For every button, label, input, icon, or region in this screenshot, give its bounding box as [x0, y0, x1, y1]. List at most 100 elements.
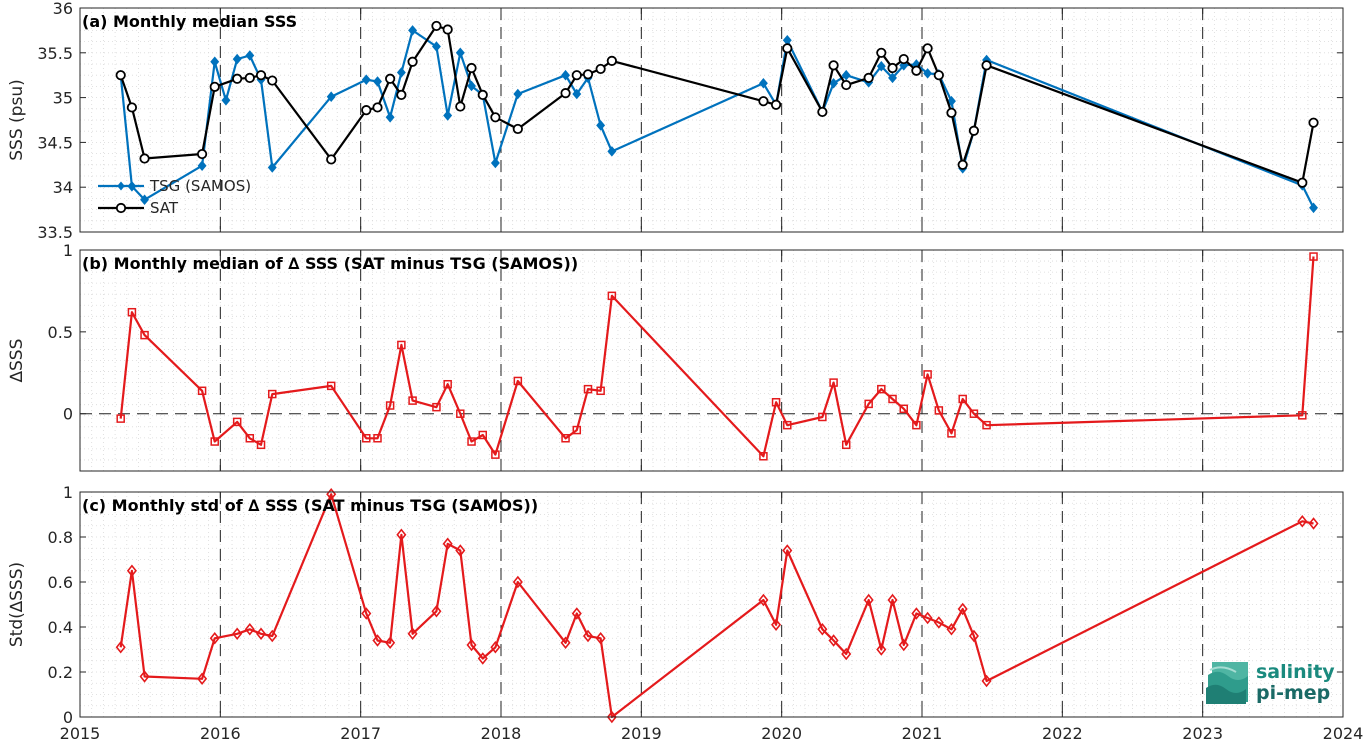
data-point — [373, 76, 382, 87]
data-point — [512, 123, 523, 135]
data-point — [467, 80, 476, 92]
data-point — [407, 56, 418, 67]
data-point — [127, 307, 137, 317]
data-point — [197, 160, 207, 171]
y-tick-label: 1 — [63, 241, 73, 260]
data-point — [408, 396, 417, 405]
data-point — [326, 154, 337, 165]
data-point — [968, 125, 980, 136]
data-point — [490, 640, 501, 654]
data-point — [431, 20, 442, 32]
x-tick-label: 2018 — [481, 724, 522, 743]
data-point — [209, 631, 220, 645]
data-point — [571, 607, 582, 620]
data-point — [385, 112, 395, 123]
data-point — [210, 56, 220, 68]
data-point — [197, 386, 207, 396]
data-point — [912, 420, 921, 430]
data-point — [140, 330, 149, 340]
data-point — [397, 340, 406, 350]
data-point — [876, 47, 887, 58]
data-point — [771, 397, 781, 407]
data-point — [923, 370, 932, 379]
data-point — [466, 638, 477, 652]
data-point — [571, 70, 582, 81]
data-point — [841, 79, 852, 91]
plot-area — [80, 250, 1343, 471]
data-point — [759, 452, 768, 461]
data-point — [140, 194, 150, 206]
data-point — [361, 74, 371, 85]
data-point — [232, 73, 243, 84]
data-point — [513, 376, 523, 386]
data-point — [841, 440, 851, 450]
data-point — [139, 153, 150, 164]
data-point — [933, 70, 944, 81]
x-tick-label: 2023 — [1182, 724, 1223, 743]
data-point — [782, 544, 793, 557]
data-point — [362, 434, 371, 443]
data-point — [841, 647, 852, 661]
data-point — [232, 627, 243, 641]
data-point — [863, 593, 874, 607]
data-point — [256, 627, 267, 641]
data-point — [490, 157, 500, 169]
y-tick-label: 0 — [63, 405, 73, 424]
data-point — [209, 81, 220, 92]
data-point — [828, 60, 839, 71]
data-point — [582, 629, 594, 643]
grid — [79, 7, 1344, 233]
data-point — [232, 53, 242, 65]
data-point — [946, 622, 957, 636]
data-point — [582, 69, 594, 80]
data-point — [443, 379, 452, 389]
y-tick-label: 0.4 — [48, 618, 73, 637]
data-point — [477, 652, 488, 665]
panel-a: 33.5 34 34.5 35 35.5 36 SSS (psu) (a) Monthly m… — [7, 0, 1344, 242]
panel-b: 0 0.5 1 ∆SSS (b) Monthly median of ∆ SSS (SA… — [7, 241, 1344, 472]
data-point — [946, 107, 957, 118]
data-point — [572, 88, 582, 100]
data-point — [957, 159, 968, 170]
data-point — [841, 69, 851, 81]
data-point — [911, 607, 922, 620]
data-point — [244, 622, 255, 636]
legend-marker — [115, 202, 127, 214]
data-point — [267, 75, 278, 86]
data-point — [561, 69, 571, 81]
data-point — [933, 616, 944, 629]
panel-title: (b) Monthly median of ∆ SSS (SAT minus T… — [82, 254, 578, 273]
data-point — [512, 575, 523, 589]
y-tick-label: 35 — [53, 89, 73, 108]
legend-label: TSG (SAMOS) — [149, 177, 251, 195]
data-point — [817, 106, 828, 118]
data-point — [267, 162, 277, 173]
panel-title: (a) Monthly median SSS — [82, 12, 297, 31]
data-point — [560, 88, 571, 99]
x-tick-label: 2024 — [1323, 724, 1364, 743]
data-point — [396, 67, 406, 78]
data-point — [455, 544, 466, 557]
data-point — [326, 381, 336, 391]
series-delta-2 — [115, 487, 1319, 724]
data-point — [442, 24, 453, 35]
data-point — [326, 487, 337, 501]
logo-text-salinity: salinity — [1256, 661, 1335, 683]
data-point — [455, 47, 465, 59]
y-axis-label: ∆SSS — [7, 339, 27, 384]
data-point — [583, 384, 593, 394]
data-point — [911, 65, 922, 76]
data-point — [116, 414, 125, 423]
data-point — [828, 634, 839, 647]
data-point — [115, 640, 126, 654]
salinity-pi-mep-logo: salinity pi-mep — [1206, 661, 1335, 704]
series-sat — [115, 20, 1319, 188]
y-tick-label: 0 — [63, 708, 73, 727]
y-tick-label: 0.2 — [48, 663, 73, 682]
data-point — [256, 440, 266, 450]
data-point — [326, 91, 336, 102]
data-point — [818, 412, 827, 422]
data-point — [758, 77, 768, 89]
data-point — [887, 62, 898, 74]
